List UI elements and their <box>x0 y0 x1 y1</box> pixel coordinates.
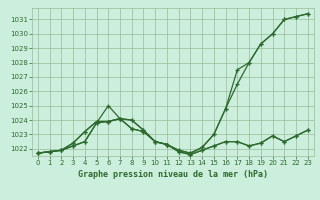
X-axis label: Graphe pression niveau de la mer (hPa): Graphe pression niveau de la mer (hPa) <box>78 170 268 179</box>
